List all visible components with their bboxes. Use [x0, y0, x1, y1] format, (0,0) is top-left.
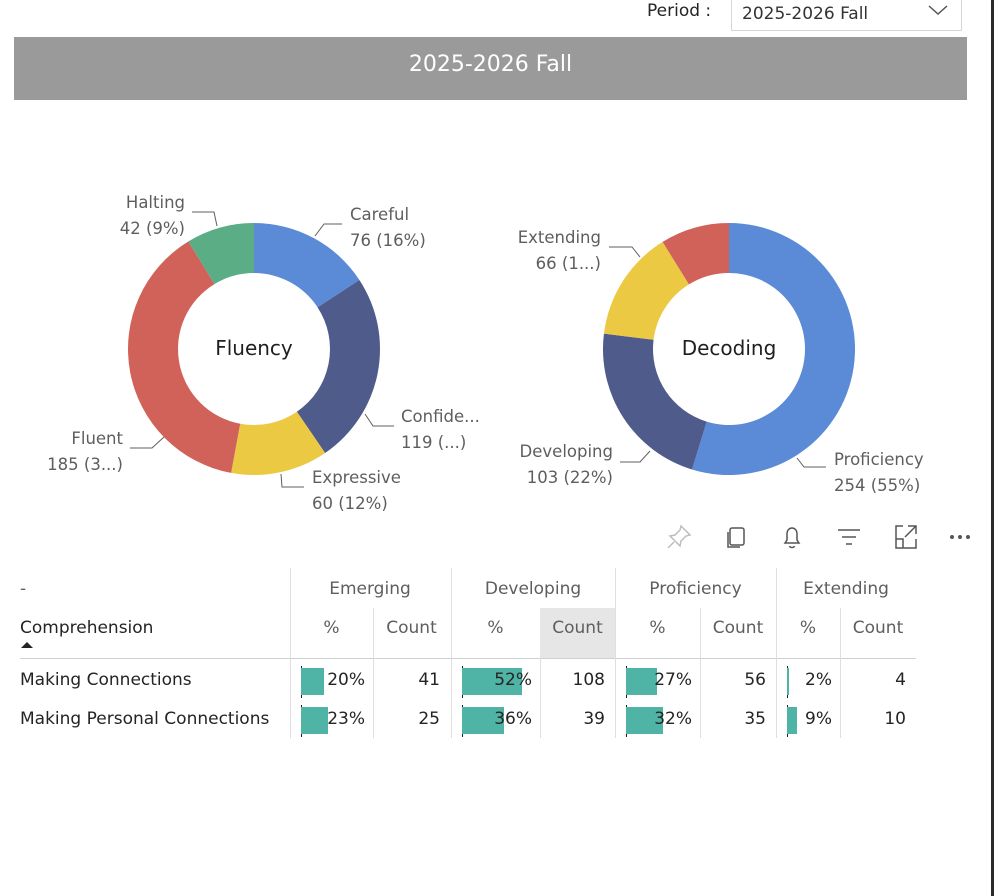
column-group-extending[interactable]: Extending [803, 579, 889, 599]
fluency-label-fluent-name: Fluent [71, 429, 123, 448]
fluency-label-halting-value: 42 (9%) [120, 219, 185, 238]
fluency-slice-expressive[interactable] [231, 411, 326, 475]
column-divider [373, 608, 374, 738]
count-value[interactable]: 35 [744, 709, 766, 729]
pct-value[interactable]: 32% [654, 709, 692, 729]
fluency-center-label: Fluency [215, 336, 293, 360]
bell-icon[interactable] [777, 522, 807, 552]
row-label[interactable]: Making Connections [20, 670, 192, 690]
column-header-count[interactable]: Count [386, 618, 437, 638]
pct-value[interactable]: 36% [494, 709, 532, 729]
group-divider [451, 568, 452, 738]
sort-ascending-icon[interactable] [20, 641, 34, 649]
count-value[interactable]: 108 [572, 670, 605, 690]
group-divider [776, 568, 777, 738]
decoding-slice-extending[interactable] [603, 241, 689, 340]
count-value[interactable]: 56 [744, 670, 766, 690]
fluency-slice-fluent[interactable] [128, 241, 241, 473]
fluency-label-confident-value: 119 (...) [401, 433, 466, 452]
data-bar [787, 668, 789, 695]
period-label: Period : [647, 1, 712, 21]
more-options-icon[interactable] [945, 522, 975, 552]
column-header-count[interactable]: Count [540, 608, 615, 658]
copy-icon[interactable] [721, 522, 751, 552]
pct-value[interactable]: 2% [805, 670, 832, 690]
data-bar [462, 668, 522, 695]
period-dropdown[interactable]: 2025-2026 Fall [731, 0, 962, 31]
filter-icon[interactable] [834, 522, 864, 552]
column-header-pct[interactable]: % [487, 618, 504, 638]
count-value[interactable]: 41 [418, 670, 440, 690]
matrix-corner: - [20, 579, 27, 599]
column-header-count[interactable]: Count [712, 618, 764, 638]
count-value[interactable]: 39 [583, 709, 605, 729]
fluency-label-expressive-name: Expressive [312, 468, 401, 487]
fluency-label-careful-name: Careful [350, 205, 409, 224]
column-divider [540, 608, 541, 738]
window-edge [991, 0, 994, 896]
data-bar [626, 707, 663, 734]
row-header-comprehension[interactable]: Comprehension [20, 618, 154, 638]
pct-value[interactable]: 52% [494, 670, 532, 690]
fluency-label-fluent-value: 185 (3...) [47, 455, 123, 474]
data-bar [462, 707, 504, 734]
decoding-label-extending-value: 66 (1...) [536, 254, 601, 273]
data-bar [787, 707, 797, 734]
fluency-slice-confident[interactable] [296, 279, 380, 454]
column-header-pct[interactable]: % [799, 618, 817, 638]
fluency-label-halting-name: Halting [126, 193, 185, 212]
data-bar [301, 707, 328, 734]
period-banner: 2025-2026 Fall [14, 37, 967, 100]
pct-value[interactable]: 9% [805, 709, 832, 729]
column-header-count[interactable]: Count [852, 618, 904, 638]
period-selected-value: 2025-2026 Fall [742, 4, 869, 24]
decoding-label-proficiency-value: 254 (55%) [834, 476, 920, 495]
decoding-slice-emerging[interactable] [662, 223, 729, 285]
count-value[interactable]: 25 [418, 709, 440, 729]
count-value[interactable]: 10 [884, 709, 906, 729]
group-divider [615, 568, 616, 738]
decoding-label-developing-name: Developing [520, 442, 613, 461]
header-divider [20, 658, 916, 659]
decoding-label-developing-value: 103 (22%) [527, 468, 613, 487]
column-group-developing[interactable]: Developing [484, 579, 582, 599]
pct-value[interactable]: 23% [327, 709, 365, 729]
fluency-label-expressive-value: 60 (12%) [312, 494, 388, 513]
chevron-down-icon [928, 5, 948, 16]
group-divider [290, 568, 291, 738]
column-header-pct[interactable]: % [323, 618, 340, 638]
column-group-emerging[interactable]: Emerging [329, 579, 411, 599]
decoding-slice-proficiency[interactable] [692, 223, 855, 475]
pct-value[interactable]: 20% [327, 670, 365, 690]
focus-mode-icon[interactable] [890, 522, 920, 552]
pct-value[interactable]: 27% [654, 670, 692, 690]
visual-toolbar [662, 522, 982, 552]
count-value[interactable]: 4 [895, 670, 906, 690]
fluency-label-confident-name: Confide... [401, 407, 480, 426]
decoding-label-proficiency-name: Proficiency [834, 450, 924, 469]
decoding-label-extending-name: Extending [518, 228, 601, 247]
column-divider [700, 608, 701, 738]
fluency-slice-careful[interactable] [254, 223, 360, 308]
data-bar [301, 668, 324, 695]
decoding-slice-developing[interactable] [603, 333, 707, 470]
row-label[interactable]: Making Personal Connections [20, 709, 270, 729]
fluency-label-careful-value: 76 (16%) [350, 231, 426, 250]
fluency-slice-halting[interactable] [188, 223, 254, 285]
column-divider [840, 608, 841, 738]
data-bar [626, 668, 657, 695]
column-group-proficiency[interactable]: Proficiency [649, 579, 742, 599]
column-header-pct[interactable]: % [649, 618, 666, 638]
pin-icon[interactable] [664, 522, 694, 552]
decoding-center-label: Decoding [682, 336, 777, 360]
